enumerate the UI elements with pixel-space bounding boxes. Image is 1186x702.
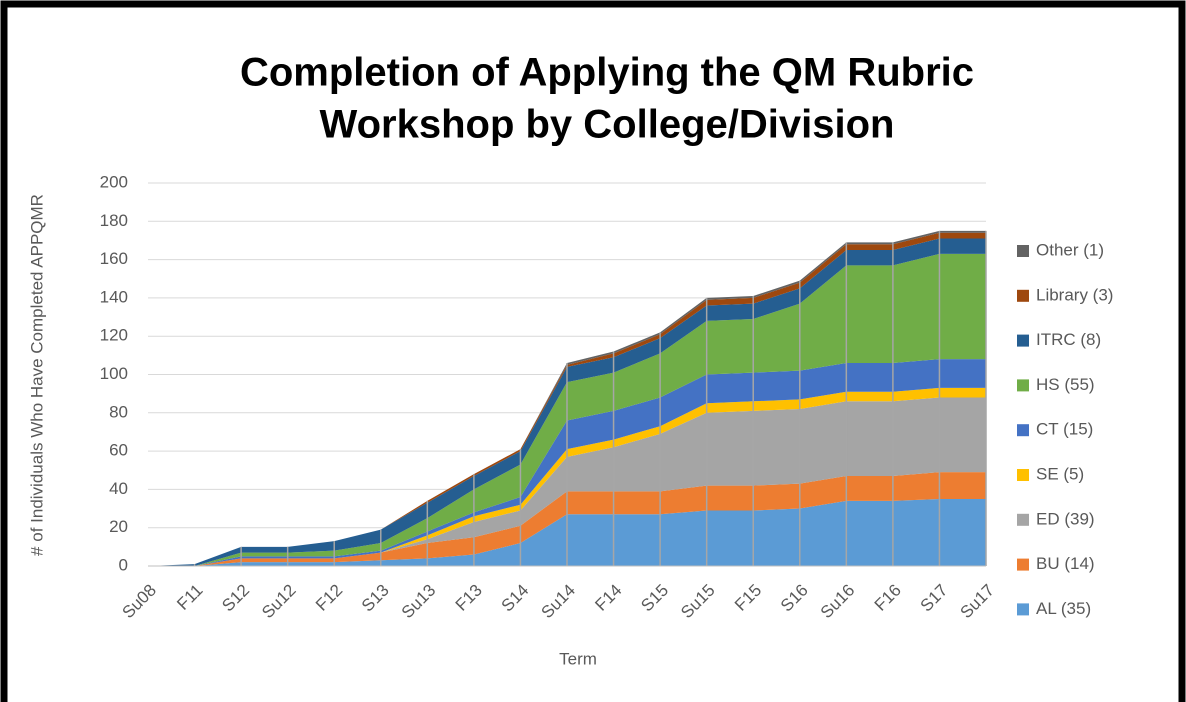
chart-title: Completion of Applying the QM Rubric [240, 51, 974, 95]
y-tick-label: 40 [109, 479, 128, 498]
x-tick-label: Su12 [258, 581, 300, 623]
legend-label: AL (35) [1036, 599, 1091, 618]
x-tick-label: Su17 [956, 581, 998, 623]
legend-label: ITRC (8) [1036, 330, 1101, 349]
x-tick-label: Su16 [817, 581, 859, 623]
y-tick-label: 0 [119, 555, 128, 574]
x-tick-label: Su08 [118, 581, 160, 623]
legend-label: ED (39) [1036, 509, 1095, 528]
y-axis-title: # of Individuals Who Have Completed APPQ… [27, 194, 46, 556]
legend-swatch [1017, 289, 1029, 302]
x-tick-label: S12 [218, 581, 253, 616]
x-tick-label: S17 [917, 581, 952, 616]
y-tick-label: 20 [109, 517, 128, 536]
legend-swatch [1017, 469, 1029, 481]
legend-swatch [1017, 245, 1029, 257]
legend-label: CT (15) [1036, 420, 1093, 439]
area [148, 359, 986, 566]
x-tick-label: Su13 [398, 581, 440, 623]
legend-swatch [1017, 513, 1029, 526]
chart-title: Workshop by College/Division [320, 103, 895, 147]
x-tick-label: F14 [591, 581, 625, 615]
y-tick-label: 60 [109, 441, 128, 460]
y-tick-label: 180 [100, 211, 128, 230]
legend-label: Library (3) [1036, 285, 1113, 304]
legend-swatch [1017, 379, 1029, 392]
y-tick-label: 120 [100, 326, 128, 345]
y-tick-label: 200 [100, 172, 128, 191]
y-tick-label: 80 [109, 402, 128, 421]
x-axis-title: Term [559, 649, 597, 668]
legend-label: Other (1) [1036, 240, 1104, 259]
x-tick-label: F16 [871, 581, 905, 615]
x-tick-label: F11 [173, 581, 206, 614]
legend-label: SE (5) [1036, 464, 1084, 483]
legend-swatch [1017, 603, 1029, 616]
y-tick-label: 100 [100, 364, 128, 383]
legend-swatch [1017, 334, 1029, 347]
x-tick-label: S14 [498, 581, 533, 616]
legend-swatch [1017, 558, 1029, 571]
x-tick-label: S13 [358, 581, 393, 616]
area [148, 472, 986, 566]
legend-swatch [1017, 424, 1029, 437]
x-tick-label: S15 [637, 581, 672, 616]
x-tick-label: F13 [452, 581, 486, 615]
x-tick-label: S16 [777, 581, 812, 616]
x-tick-label: Su15 [677, 581, 719, 623]
legend-label: BU (14) [1036, 554, 1095, 573]
x-tick-label: F12 [312, 581, 346, 615]
x-tick-label: Su14 [537, 581, 579, 623]
y-tick-label: 140 [100, 287, 128, 306]
y-tick-label: 160 [100, 249, 128, 268]
x-tick-label: F15 [731, 581, 765, 615]
legend-label: HS (55) [1036, 375, 1095, 394]
